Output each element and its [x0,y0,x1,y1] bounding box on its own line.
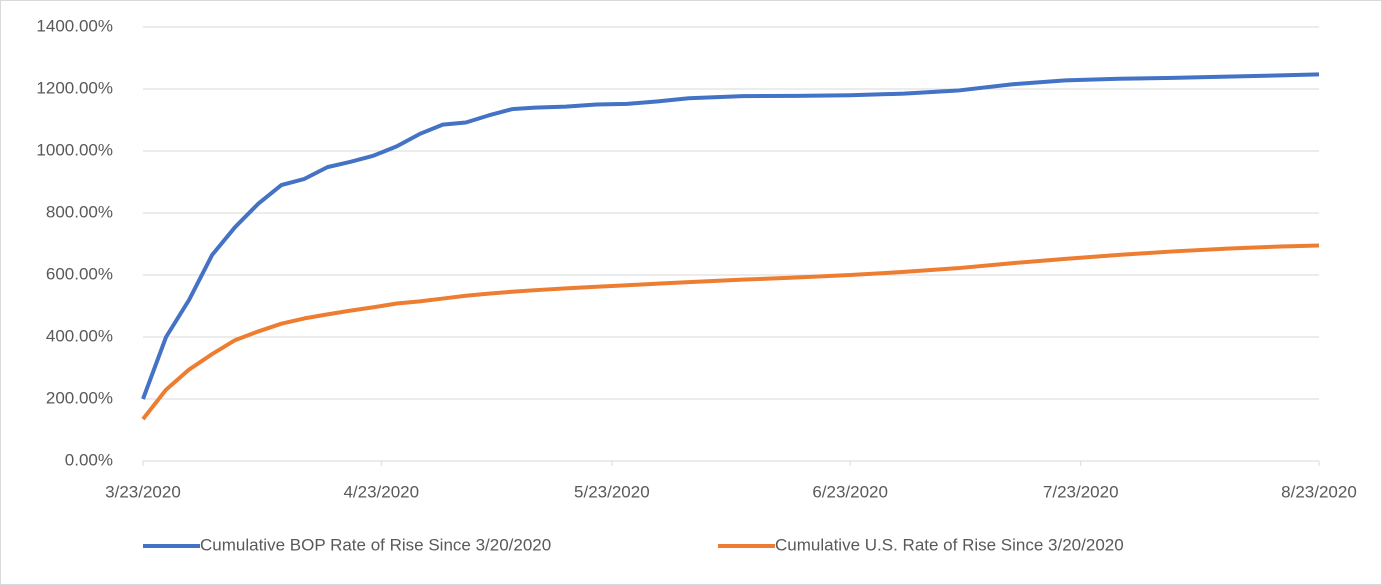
y-tick-label: 200.00% [46,388,113,407]
x-tick-label: 7/23/2020 [1043,482,1119,501]
legend-label: Cumulative BOP Rate of Rise Since 3/20/2… [200,535,551,554]
y-tick-label: 800.00% [46,202,113,221]
x-tick-label: 6/23/2020 [812,482,888,501]
y-tick-label: 1400.00% [36,16,113,35]
legend-label: Cumulative U.S. Rate of Rise Since 3/20/… [775,535,1124,554]
x-tick-label: 5/23/2020 [574,482,650,501]
series-line [141,243,1320,421]
y-tick-label: 1200.00% [36,78,113,97]
x-tick-label: 4/23/2020 [343,482,419,501]
x-tick-label: 3/23/2020 [105,482,181,501]
y-tick-label: 0.00% [65,450,113,469]
y-tick-label: 400.00% [46,326,113,345]
x-tick-label: 8/23/2020 [1281,482,1357,501]
series-line [141,72,1320,400]
y-tick-label: 1000.00% [36,140,113,159]
y-tick-label: 600.00% [46,264,113,283]
